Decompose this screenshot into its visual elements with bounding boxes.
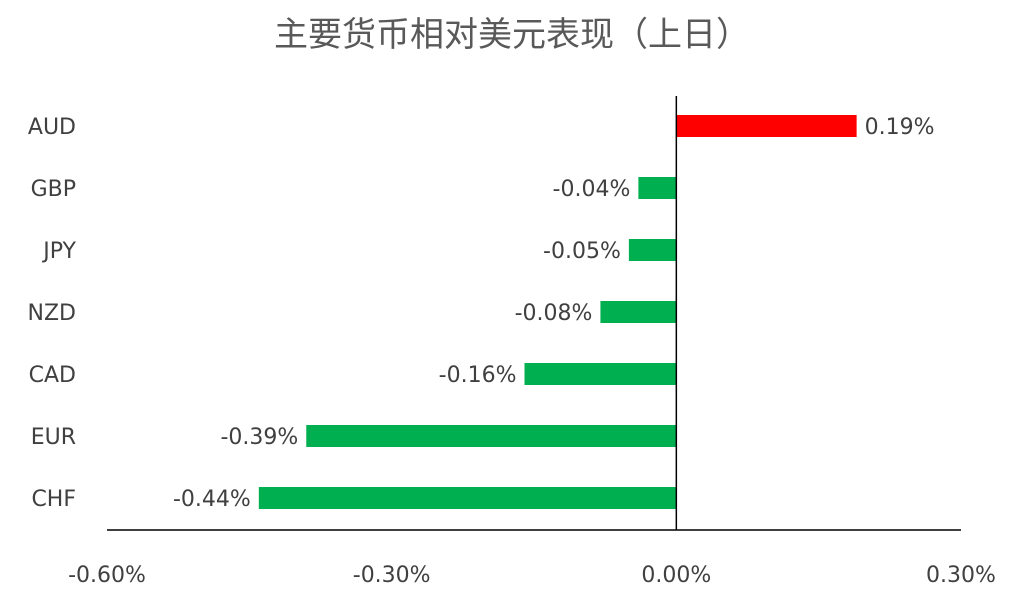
category-label-eur: EUR	[31, 425, 76, 450]
category-label-gbp: GBP	[31, 177, 76, 202]
data-label-cad: -0.16%	[439, 363, 517, 388]
category-label-cad: CAD	[29, 363, 76, 388]
x-tick-label: -0.60%	[68, 563, 146, 588]
x-tick-label: 0.30%	[926, 563, 996, 588]
data-label-aud: 0.19%	[865, 115, 935, 140]
category-label-aud: AUD	[28, 115, 76, 140]
data-labels: 0.19% -0.04% -0.05% -0.08% -0.16% -0.39% -0.44…	[173, 115, 935, 512]
category-label-jpy: JPY	[41, 239, 76, 264]
bar-gbp	[638, 177, 677, 199]
bar-chf	[258, 487, 677, 509]
x-tick-label: 0.00%	[641, 563, 711, 588]
x-tick-label: -0.30%	[353, 563, 431, 588]
data-label-jpy: -0.05%	[543, 239, 621, 264]
bar-nzd	[600, 301, 677, 323]
category-label-nzd: NZD	[28, 301, 76, 326]
category-labels: AUD GBP JPY NZD CAD EUR CHF	[28, 115, 77, 512]
axes	[107, 96, 961, 531]
data-label-eur: -0.39%	[220, 425, 298, 450]
data-label-chf: -0.44%	[173, 487, 251, 512]
x-tick-labels: -0.60% -0.30% 0.00% 0.30%	[68, 563, 996, 588]
bar-aud	[676, 115, 857, 137]
bar-jpy	[628, 239, 677, 261]
bar-eur	[306, 425, 677, 447]
data-label-gbp: -0.04%	[553, 177, 631, 202]
bar-cad	[524, 363, 677, 385]
bars-group	[258, 115, 857, 509]
chart-title: 主要货币相对美元表现（上日）	[274, 15, 750, 55]
category-label-chf: CHF	[31, 487, 76, 512]
data-label-nzd: -0.08%	[515, 301, 593, 326]
